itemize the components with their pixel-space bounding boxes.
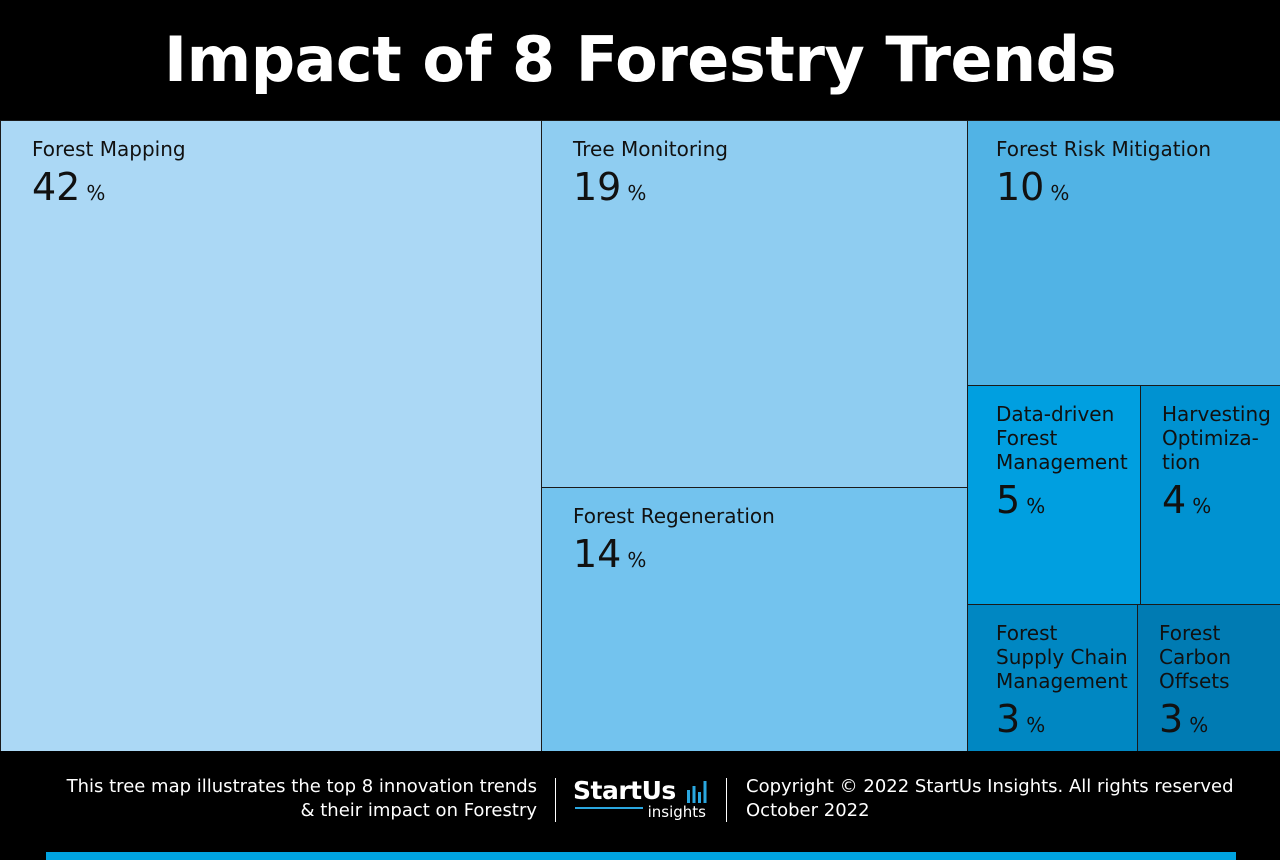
tile-value-unit: % [1026,713,1046,737]
logo-subtitle: insights [647,803,706,821]
tile-value: 3% [1159,697,1208,741]
tile-value-number: 14 [573,532,622,576]
logo-underline [575,807,643,809]
tile-value: 3% [996,697,1045,741]
tile-value-unit: % [627,181,647,205]
logo-wordmark: StartUs [573,776,676,805]
publication-date: October 2022 [746,800,870,821]
treemap-tile-forest-supply-chain-management: Forest Supply Chain Management 3% [967,604,1137,751]
footer-description-line-2: & their impact on Forestry [300,800,537,821]
tile-value-number: 4 [1162,478,1187,522]
tile-label: Forest Regeneration [573,504,775,528]
bottom-accent-bar [46,852,1236,860]
tile-value: 14% [573,532,646,576]
treemap-tile-forest-regeneration: Forest Regeneration 14% [541,487,967,751]
treemap-tile-forest-risk-mitigation: Forest Risk Mitigation 10% [967,120,1280,385]
tile-value: 10% [996,165,1069,209]
tile-label: Tree Monitoring [573,137,728,161]
tile-label: Forest Carbon Offsets [1159,621,1232,693]
tile-value-unit: % [627,548,647,572]
tile-value-unit: % [1026,494,1046,518]
tile-label: Harvesting Optimiza- tion [1162,402,1271,474]
treemap-tile-forest-carbon-offsets: Forest Carbon Offsets 3% [1137,604,1280,751]
startus-insights-logo: StartUs insights [573,776,709,824]
tile-value: 4% [1162,478,1211,522]
tile-value: 19% [573,165,646,209]
footer-divider-left [555,778,556,822]
tile-value-unit: % [1050,181,1070,205]
footer-description: This tree map illustrates the top 8 inno… [44,775,537,823]
tile-value-number: 10 [996,165,1045,209]
tile-value-unit: % [86,181,106,205]
treemap-tile-tree-monitoring: Tree Monitoring 19% [541,120,967,487]
treemap-tile-data-driven-forest-management: Data-driven Forest Management 5% [967,385,1140,604]
tile-value: 42% [32,165,105,209]
tile-label: Forest Risk Mitigation [996,137,1212,161]
tile-value: 5% [996,478,1045,522]
tile-value-number: 3 [1159,697,1184,741]
copyright-text: Copyright © 2022 StartUs Insights. All r… [746,776,1234,797]
tile-label: Forest Supply Chain Management [996,621,1128,693]
footer-description-line-1: This tree map illustrates the top 8 inno… [66,776,537,797]
footer-divider-right [726,778,727,822]
treemap-tile-forest-mapping: Forest Mapping 42% [0,120,541,751]
footer-copyright: Copyright © 2022 StartUs Insights. All r… [746,775,1266,823]
tile-value-number: 42 [32,165,81,209]
treemap-chart: Forest Mapping 42% Tree Monitoring 19% Fores… [0,120,1280,751]
treemap-tile-harvesting-optimization: Harvesting Optimiza- tion 4% [1140,385,1280,604]
bar-chart-icon [687,781,707,803]
tile-value-number: 5 [996,478,1021,522]
tile-value-unit: % [1189,713,1209,737]
page-title: Impact of 8 Forestry Trends [164,23,1116,96]
tile-label: Forest Mapping [32,137,186,161]
tile-label: Data-driven Forest Management [996,402,1128,474]
tile-value-unit: % [1192,494,1212,518]
tile-value-number: 3 [996,697,1021,741]
tile-value-number: 19 [573,165,622,209]
